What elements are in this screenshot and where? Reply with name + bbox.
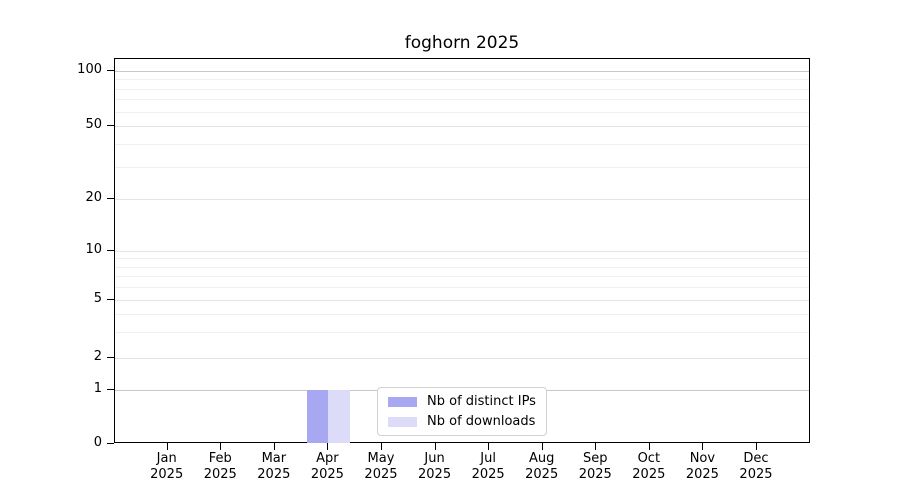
gridline-y-8 (115, 266, 809, 268)
legend-swatch-nb-of-downloads (388, 416, 417, 427)
x-tick-label-month: Feb (208, 451, 232, 466)
x-tick-aug (541, 443, 543, 450)
gridline-y-90 (115, 79, 809, 81)
x-tick-label-sep: Sep 2025 (563, 451, 627, 483)
x-tick-label-month: Oct (637, 451, 661, 466)
y-tick-10 (107, 250, 114, 251)
x-tick-label-month: Dec (743, 451, 769, 466)
x-tick-label-dec: Dec 2025 (724, 451, 788, 483)
x-tick-label-jan: Jan 2025 (135, 451, 199, 483)
legend: Nb of distinct IPs Nb of downloads (377, 387, 547, 436)
gridline-y-6 (115, 287, 809, 289)
gridline-y-70 (115, 99, 809, 101)
y-tick-2 (107, 357, 114, 358)
bar-nb-of-downloads-apr (328, 390, 350, 443)
x-tick-label-year: 2025 (578, 467, 612, 482)
x-tick-label-year: 2025 (739, 467, 773, 482)
x-tick-label-feb: Feb 2025 (188, 451, 252, 483)
gridline-y-40 (115, 143, 809, 145)
x-tick-label-year: 2025 (685, 467, 719, 482)
gridline-y-7 (115, 276, 809, 278)
legend-entry: Nb of distinct IPs (388, 394, 536, 409)
y-tick-100 (107, 70, 114, 71)
y-tick-label-1: 1 (93, 381, 102, 396)
y-tick-label-10: 10 (85, 242, 102, 257)
x-tick-label-month: Apr (316, 451, 339, 466)
legend-label: Nb of downloads (427, 414, 536, 429)
x-tick-label-month: May (367, 451, 395, 466)
y-tick-label-100: 100 (77, 62, 102, 77)
y-tick-0 (107, 443, 114, 444)
y-tick-label-50: 50 (85, 117, 102, 132)
gridline-y-60 (115, 111, 809, 113)
x-tick-label-year: 2025 (525, 467, 559, 482)
x-tick-label-month: Mar (261, 451, 287, 466)
x-tick-label-year: 2025 (364, 467, 398, 482)
x-tick-label-mar: Mar 2025 (242, 451, 306, 483)
x-tick-label-jun: Jun 2025 (403, 451, 467, 483)
x-tick-dec (755, 443, 757, 450)
gridline-y-2 (115, 358, 809, 359)
x-tick-may (380, 443, 382, 450)
x-tick-sep (595, 443, 597, 450)
x-tick-apr (327, 443, 329, 450)
x-tick-label-apr: Apr 2025 (295, 451, 359, 483)
x-tick-label-oct: Oct 2025 (617, 451, 681, 483)
x-tick-label-month: Jul (480, 451, 496, 466)
gridline-y-5 (115, 300, 809, 301)
bar-nb-of-distinct-ips-apr (306, 390, 329, 443)
x-tick-label-aug: Aug 2025 (510, 451, 574, 483)
gridline-y-3 (115, 332, 809, 334)
x-tick-mar (273, 443, 275, 450)
gridline-y-100 (115, 71, 809, 72)
gridline-y-20 (115, 199, 809, 200)
x-tick-feb (220, 443, 222, 450)
gridline-y-4 (115, 314, 809, 316)
y-tick-5 (107, 299, 114, 300)
x-tick-oct (648, 443, 650, 450)
x-tick-jul (488, 443, 490, 450)
x-tick-label-month: Aug (528, 451, 555, 466)
y-tick-label-0: 0 (93, 435, 102, 450)
x-tick-label-month: Jan (156, 451, 177, 466)
x-tick-label-year: 2025 (310, 467, 344, 482)
gridline-y-10 (115, 251, 809, 252)
gridline-y-9 (115, 258, 809, 260)
x-tick-label-jul: Jul 2025 (456, 451, 520, 483)
x-tick-label-month: Nov (689, 451, 716, 466)
gridline-y-80 (115, 88, 809, 90)
x-tick-label-year: 2025 (471, 467, 505, 482)
x-tick-label-may: May 2025 (349, 451, 413, 483)
x-tick-label-year: 2025 (203, 467, 237, 482)
y-tick-label-20: 20 (85, 190, 102, 205)
y-tick-1 (107, 389, 114, 390)
y-tick-label-5: 5 (93, 291, 102, 306)
x-tick-jan (166, 443, 168, 450)
x-tick-label-year: 2025 (257, 467, 291, 482)
chart-title: foghorn 2025 (404, 33, 520, 53)
x-tick-label-year: 2025 (632, 467, 666, 482)
x-tick-label-month: Jun (424, 451, 445, 466)
x-tick-label-month: Sep (582, 451, 608, 466)
y-tick-20 (107, 198, 114, 199)
x-tick-label-nov: Nov 2025 (670, 451, 734, 483)
x-tick-label-year: 2025 (418, 467, 452, 482)
gridline-y-50 (115, 126, 809, 127)
x-tick-label-year: 2025 (150, 467, 184, 482)
x-tick-nov (702, 443, 704, 450)
y-tick-label-2: 2 (93, 349, 102, 364)
gridline-y-30 (115, 166, 809, 168)
legend-entry: Nb of downloads (388, 414, 536, 429)
x-tick-jun (434, 443, 436, 450)
y-tick-50 (107, 125, 114, 126)
legend-swatch-nb-of-distinct-ips (388, 396, 417, 407)
legend-label: Nb of distinct IPs (427, 394, 536, 409)
plot-area: Nb of distinct IPs Nb of downloads (114, 58, 810, 443)
